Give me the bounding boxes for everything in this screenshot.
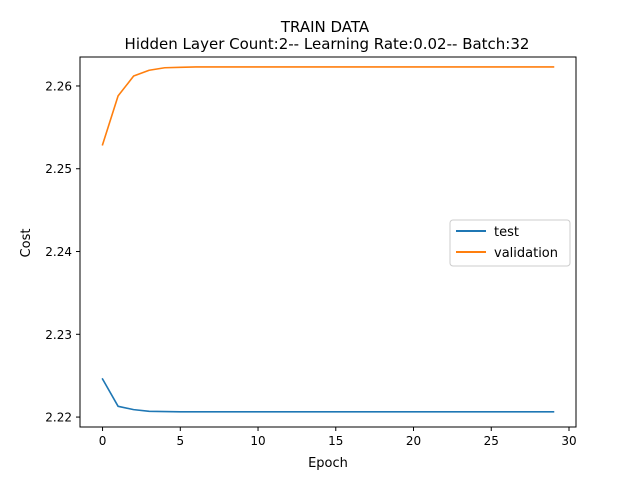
series-layer: [101, 66, 555, 413]
legend-label-validation: validation: [494, 246, 558, 261]
y-axis: 2.22 2.23 2.24 2.25 2.26: [45, 79, 80, 425]
plot-frame: [79, 56, 577, 428]
x-tick-label: 25: [484, 434, 499, 448]
x-tick-label: 30: [561, 434, 576, 448]
x-tick-label: 5: [176, 434, 184, 448]
y-tick-label: 2.22: [45, 411, 72, 425]
x-tick-label: 15: [328, 434, 343, 448]
series-line-test: [101, 377, 555, 413]
y-tick-label: 2.25: [45, 162, 72, 176]
x-tick-label: 20: [406, 434, 421, 448]
y-axis-label: Cost: [19, 229, 34, 258]
chart-title: TRAIN DATA: [280, 18, 370, 36]
y-tick-label: 2.26: [45, 79, 72, 93]
y-tick-label: 2.23: [45, 328, 72, 342]
x-tick-label: 10: [250, 434, 265, 448]
legend-label-test: test: [494, 225, 519, 240]
series-line-validation: [101, 66, 555, 146]
x-tick-label: 0: [99, 434, 107, 448]
y-tick-label: 2.24: [45, 245, 72, 259]
chart-subtitle: Hidden Layer Count:2-- Learning Rate:0.0…: [125, 35, 530, 53]
x-axis: 0 5 10 15 20 25 30: [99, 427, 577, 448]
x-axis-label: Epoch: [308, 456, 348, 471]
legend: test validation: [449, 219, 571, 267]
